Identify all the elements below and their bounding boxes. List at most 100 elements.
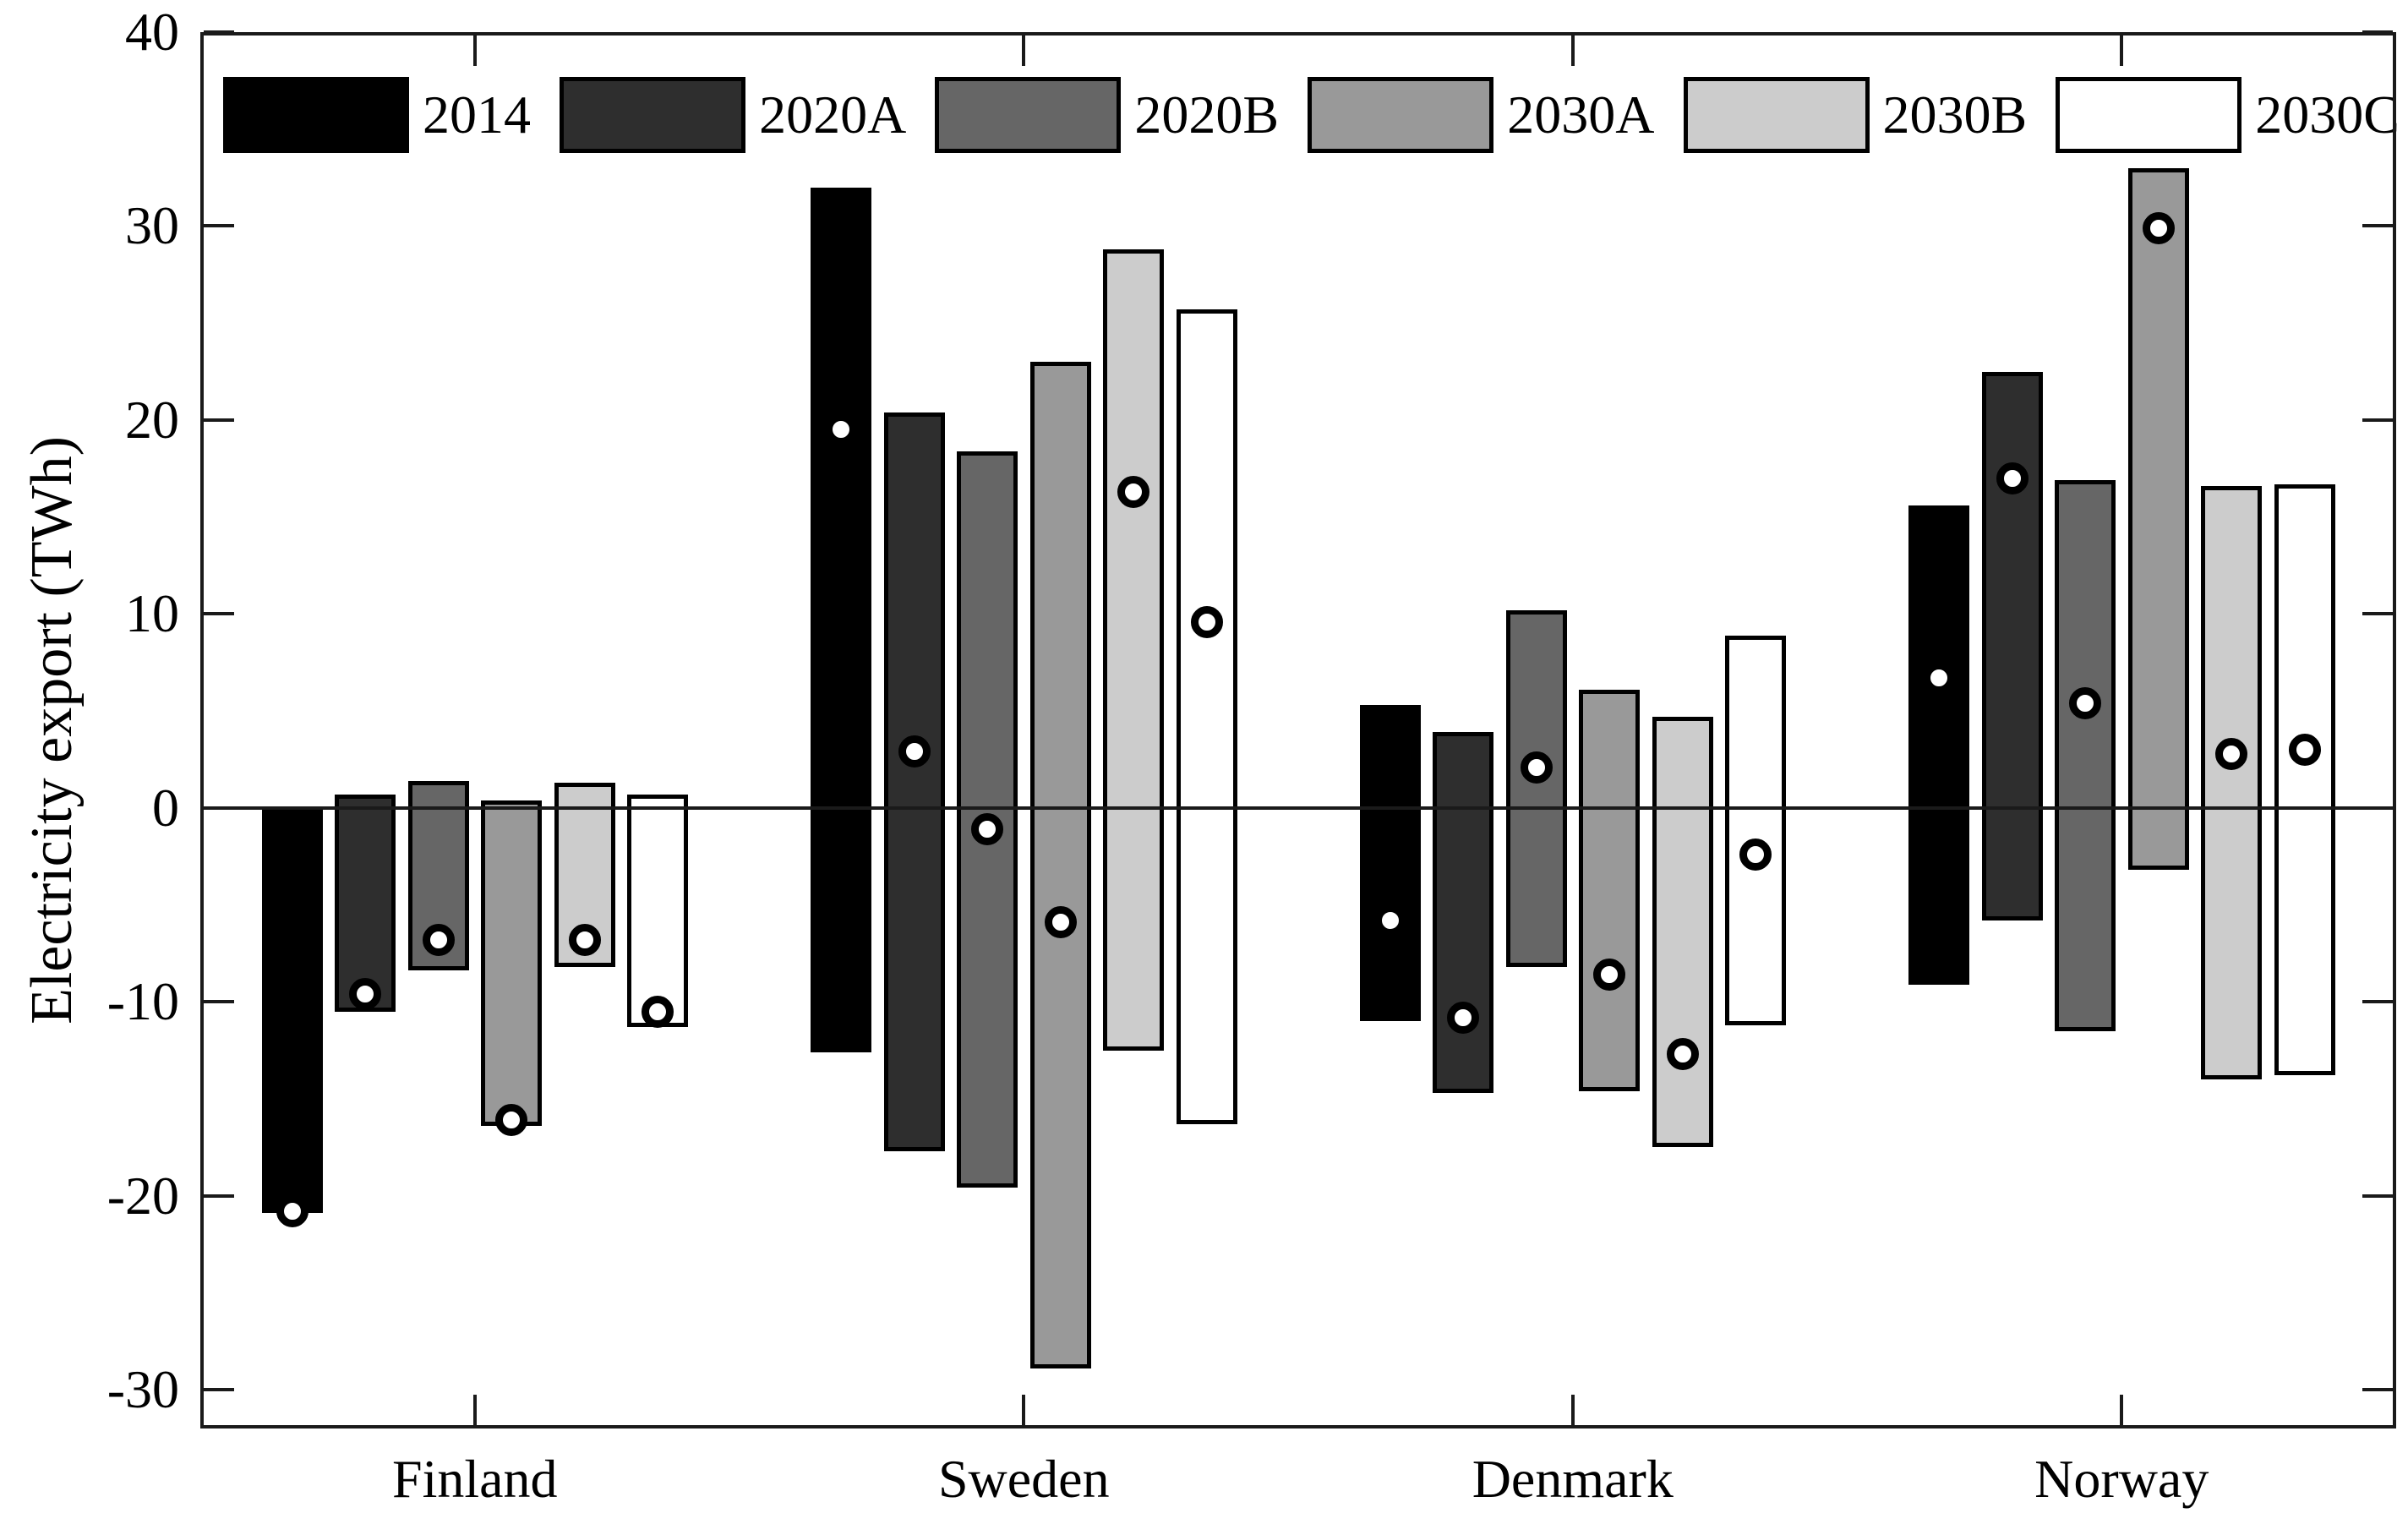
range-bar-2030c-sweden [1176, 309, 1237, 1124]
marker-dot-2020a-denmark [1447, 1001, 1479, 1034]
y-tick-label: 20 [125, 389, 179, 450]
range-bar-2014-denmark [1359, 705, 1421, 1022]
y-tick-left [204, 418, 234, 422]
legend-swatch-2020a [560, 77, 746, 153]
y-tick-label: 40 [125, 2, 179, 62]
legend-label-2020b: 2020B [1134, 85, 1280, 145]
legend-label-2014: 2014 [423, 85, 531, 145]
legend-label-2030a: 2030A [1507, 85, 1655, 145]
marker-dot-2030b-sweden [1117, 475, 1149, 508]
range-bar-2014-norway [1908, 505, 1969, 985]
range-bar-2014-finland [261, 807, 323, 1214]
marker-dot-2020a-finland [349, 978, 381, 1011]
y-tick-right [2362, 1388, 2393, 1392]
y-tick-right [2362, 806, 2393, 810]
x-tick-bottom [1570, 1395, 1575, 1425]
marker-dot-2030a-denmark [1593, 959, 1625, 991]
marker-dot-2020b-denmark [1520, 751, 1553, 784]
legend-swatch-2030a [1308, 77, 1494, 153]
range-bar-2030a-norway [2127, 167, 2189, 871]
y-tick-label: -10 [106, 971, 179, 1032]
x-tick-top [1022, 36, 1026, 66]
marker-dot-2030c-norway [2288, 733, 2321, 766]
marker-dot-2030b-norway [2215, 737, 2247, 770]
marker-dot-2020b-finland [422, 923, 455, 956]
y-tick-right [2362, 418, 2393, 422]
legend-label-2030b: 2030B [1882, 85, 2028, 145]
marker-dot-2030a-finland [495, 1104, 527, 1137]
y-tick-label: -30 [106, 1359, 179, 1420]
marker-dot-2030c-denmark [1739, 838, 1772, 871]
marker-dot-2030b-denmark [1666, 1038, 1699, 1071]
y-tick-left [204, 1194, 234, 1198]
y-tick-left [204, 806, 234, 810]
range-bar-2020a-finland [335, 794, 396, 1012]
legend-swatch-2030b [1683, 77, 1870, 153]
y-tick-right [2362, 224, 2393, 228]
y-tick-left [204, 612, 234, 616]
y-tick-label: -20 [106, 1165, 179, 1226]
x-tick-bottom [2120, 1395, 2124, 1425]
legend-item-2030c: 2030C [2056, 77, 2400, 153]
range-bar-2030c-denmark [1725, 635, 1786, 1025]
x-tick-top [1570, 36, 1575, 66]
marker-dot-2030b-finland [568, 923, 601, 956]
marker-dot-2030a-sweden [1044, 906, 1077, 939]
range-bar-2030a-denmark [1579, 689, 1640, 1091]
legend-label-2020a: 2020A [759, 85, 907, 145]
y-tick-left [204, 30, 234, 34]
axes-box [200, 32, 2396, 1428]
y-tick-right [2362, 612, 2393, 616]
y-tick-left [204, 1000, 234, 1004]
x-category-label-denmark: Denmark [1472, 1449, 1674, 1509]
range-bar-2020a-sweden [883, 412, 945, 1151]
legend-swatch-2030c [2056, 77, 2242, 153]
x-category-label-norway: Norway [2034, 1449, 2209, 1509]
y-tick-left [204, 224, 234, 228]
legend-item-2030b: 2030B [1683, 77, 2028, 153]
range-bar-2020b-norway [2055, 480, 2116, 1031]
marker-dot-2014-finland [276, 1195, 309, 1228]
range-bar-2030c-finland [627, 794, 688, 1028]
range-bar-2030a-sweden [1029, 362, 1091, 1368]
y-tick-label: 10 [125, 583, 179, 644]
legend-item-2020a: 2020A [560, 77, 906, 153]
marker-dot-2014-sweden [825, 413, 857, 446]
marker-dot-2030c-finland [642, 995, 674, 1028]
marker-dot-2014-norway [1923, 662, 1955, 695]
range-bar-2030c-norway [2274, 483, 2335, 1076]
marker-dot-2014-denmark [1373, 904, 1406, 937]
y-tick-right [2362, 1194, 2393, 1198]
range-bar-2030b-denmark [1652, 716, 1713, 1148]
marker-dot-2020b-sweden [971, 813, 1003, 846]
x-tick-bottom [1022, 1395, 1026, 1425]
y-tick-label: 0 [152, 777, 179, 838]
range-bar-2030a-finland [481, 800, 542, 1127]
zero-gridline [200, 806, 2396, 810]
y-tick-right [2362, 1000, 2393, 1004]
y-tick-left [204, 1388, 234, 1392]
range-bar-2030b-norway [2201, 485, 2262, 1079]
y-tick-right [2362, 30, 2393, 34]
x-tick-top [472, 36, 477, 66]
legend-swatch-2014 [223, 77, 409, 153]
legend-item-2020b: 2020B [935, 77, 1279, 153]
range-bar-2020b-denmark [1505, 609, 1567, 967]
marker-dot-2020a-norway [1996, 462, 2029, 494]
x-tick-top [2120, 36, 2124, 66]
y-axis-title: Electricity export (TWh) [19, 436, 85, 1024]
marker-dot-2030a-norway [2142, 211, 2175, 244]
legend-item-2014: 2014 [223, 77, 531, 153]
legend-swatch-2020b [935, 77, 1122, 153]
x-category-label-finland: Finland [391, 1449, 558, 1509]
legend-label-2030c: 2030C [2255, 85, 2400, 145]
x-tick-bottom [472, 1395, 477, 1425]
marker-dot-2020b-norway [2069, 686, 2101, 719]
legend: 2014 2020A 2020B 2030A 2030B 2030C [223, 74, 2400, 156]
range-bar-2014-sweden [811, 187, 871, 1052]
marker-dot-2030c-sweden [1190, 605, 1223, 638]
range-bar-2030b-sweden [1103, 249, 1164, 1051]
x-category-label-sweden: Sweden [937, 1449, 1110, 1509]
legend-item-2030a: 2030A [1308, 77, 1654, 153]
